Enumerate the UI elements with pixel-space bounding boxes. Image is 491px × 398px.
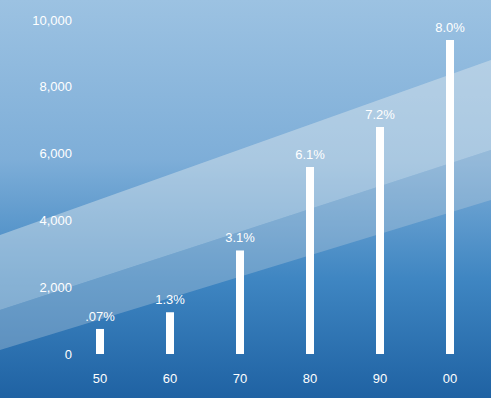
svg-text:2,000: 2,000 [39,280,72,295]
svg-text:6.1%: 6.1% [295,147,325,162]
svg-text:7.2%: 7.2% [365,107,395,122]
svg-text:0: 0 [65,347,72,362]
svg-text:6,000: 6,000 [39,146,72,161]
svg-text:.07%: .07% [85,309,115,324]
svg-text:8,000: 8,000 [39,79,72,94]
svg-text:50: 50 [93,371,107,386]
svg-text:1.3%: 1.3% [155,292,185,307]
svg-text:4,000: 4,000 [39,213,72,228]
svg-text:80: 80 [303,371,317,386]
svg-text:00: 00 [443,371,457,386]
svg-text:90: 90 [373,371,387,386]
svg-text:8.0%: 8.0% [435,20,465,35]
svg-text:70: 70 [233,371,247,386]
svg-text:60: 60 [163,371,177,386]
svg-text:3.1%: 3.1% [225,230,255,245]
svg-text:10,000: 10,000 [32,13,72,28]
